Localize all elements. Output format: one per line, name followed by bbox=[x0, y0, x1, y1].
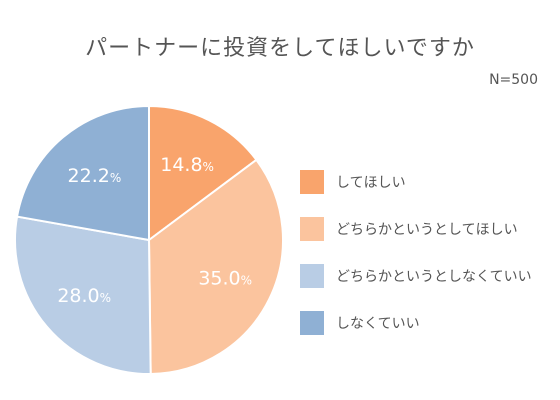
legend-item-1: してほしい bbox=[300, 170, 555, 194]
pie-slice-1 bbox=[148, 104, 258, 242]
legend-swatch-2 bbox=[300, 217, 324, 241]
pie-slice-4 bbox=[15, 104, 150, 242]
pie-slice-2 bbox=[147, 158, 285, 376]
pie-slice-label-3: 28.0% bbox=[57, 285, 111, 307]
pie-slice-label-2: 35.0% bbox=[198, 268, 252, 290]
pie-slice-labels: 14.8% 35.0% 28.0% 22.2% bbox=[57, 154, 252, 307]
legend-swatch-1 bbox=[300, 170, 324, 194]
sample-size-note: N=500 bbox=[489, 72, 538, 88]
legend-item-2: どちらかというとしてほしい bbox=[300, 217, 555, 241]
legend-label-1: してほしい bbox=[336, 175, 406, 191]
pie-slices bbox=[14, 104, 285, 376]
legend-label-3: どちらかというとしなくていい bbox=[336, 269, 532, 285]
legend: してほしいどちらかというとしてほしい どちらかというとしなくていい しなくていい bbox=[300, 170, 555, 358]
legend-swatch-4 bbox=[300, 311, 324, 335]
pie-slice-label-1: 14.8% bbox=[160, 154, 214, 176]
legend-swatch-3 bbox=[300, 264, 324, 288]
pie-slice-label-4: 22.2% bbox=[68, 165, 122, 187]
legend-item-4: しなくていい bbox=[300, 311, 555, 335]
chart-title: パートナーに投資をしてほしいですか bbox=[85, 36, 475, 61]
legend-label-4: しなくていい bbox=[336, 316, 420, 332]
pie-slice-3 bbox=[14, 215, 152, 375]
legend-label-2: どちらかというとしてほしい bbox=[336, 222, 518, 238]
legend-item-3: どちらかというとしなくていい bbox=[300, 264, 555, 288]
